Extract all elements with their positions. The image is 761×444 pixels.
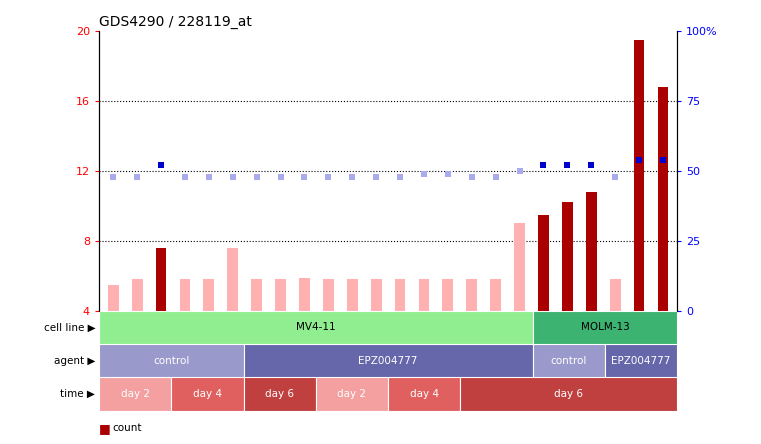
Text: control: control xyxy=(153,356,189,366)
Bar xyxy=(244,344,533,377)
Bar xyxy=(586,192,597,311)
Bar xyxy=(442,279,454,311)
Text: ■: ■ xyxy=(99,422,110,435)
Bar xyxy=(634,40,645,311)
Text: EPZ004777: EPZ004777 xyxy=(611,356,671,366)
Bar xyxy=(347,279,358,311)
Text: day 6: day 6 xyxy=(265,389,295,399)
Text: day 2: day 2 xyxy=(337,389,367,399)
Bar xyxy=(108,285,119,311)
Bar xyxy=(99,311,533,344)
Text: EPZ004777: EPZ004777 xyxy=(358,356,418,366)
Bar xyxy=(490,279,501,311)
Text: control: control xyxy=(551,356,587,366)
Text: day 4: day 4 xyxy=(193,389,222,399)
Bar xyxy=(203,279,215,311)
Bar xyxy=(514,223,525,311)
Bar xyxy=(156,248,167,311)
Bar xyxy=(610,279,620,311)
Text: MV4-11: MV4-11 xyxy=(296,322,336,333)
Bar xyxy=(251,279,262,311)
Bar xyxy=(171,377,244,411)
Bar xyxy=(658,87,668,311)
Text: MOLM-13: MOLM-13 xyxy=(581,322,629,333)
Text: GDS4290 / 228119_at: GDS4290 / 228119_at xyxy=(99,15,252,29)
Text: time ▶: time ▶ xyxy=(60,389,95,399)
Bar xyxy=(99,344,244,377)
Bar xyxy=(99,377,171,411)
Bar xyxy=(299,278,310,311)
Bar xyxy=(419,279,429,311)
Bar xyxy=(228,248,238,311)
Text: agent ▶: agent ▶ xyxy=(54,356,95,366)
Text: day 2: day 2 xyxy=(120,389,150,399)
Bar xyxy=(460,377,677,411)
Bar xyxy=(605,344,677,377)
Bar xyxy=(395,279,406,311)
Bar xyxy=(466,279,477,311)
Bar xyxy=(533,311,677,344)
Bar xyxy=(538,214,549,311)
Text: day 6: day 6 xyxy=(554,389,584,399)
Bar xyxy=(132,279,142,311)
Bar xyxy=(244,377,316,411)
Bar xyxy=(275,279,286,311)
Bar xyxy=(180,279,190,311)
Bar xyxy=(533,344,605,377)
Text: day 4: day 4 xyxy=(409,389,439,399)
Bar xyxy=(388,377,460,411)
Bar xyxy=(562,202,573,311)
Text: cell line ▶: cell line ▶ xyxy=(43,322,95,333)
Text: count: count xyxy=(113,424,142,433)
Bar xyxy=(316,377,388,411)
Bar xyxy=(371,279,381,311)
Bar xyxy=(323,279,334,311)
